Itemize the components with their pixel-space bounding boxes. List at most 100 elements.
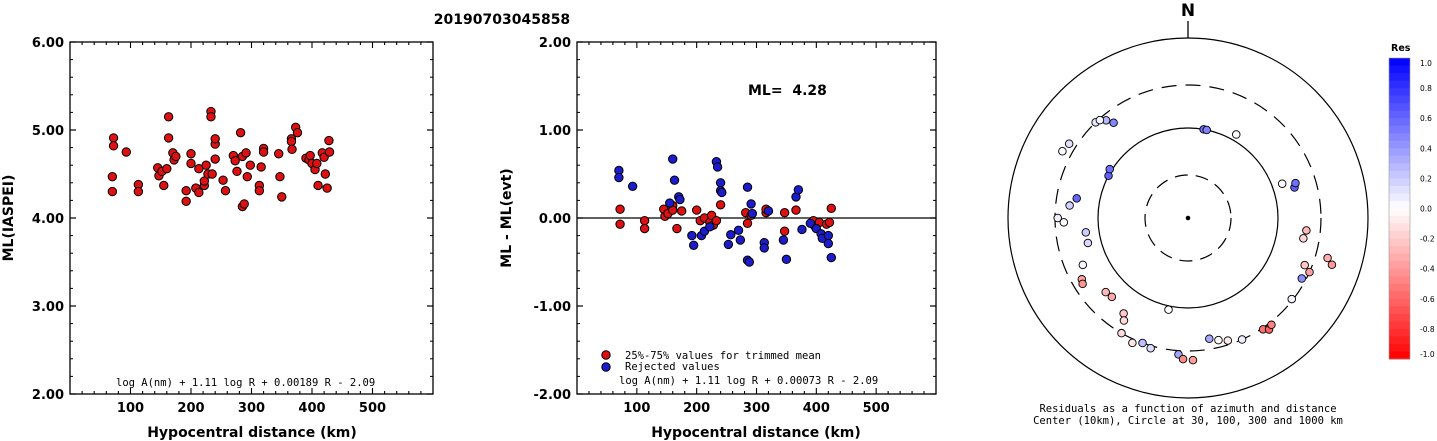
y-axis-ticks: 2.00 3.00 4.00 5.00 6.00 — [32, 36, 433, 403]
y-tick-label: -1.00 — [534, 300, 571, 315]
colorbar-segment — [1389, 95, 1410, 104]
colorbar-label: 0.8 — [1420, 84, 1432, 93]
data-point — [779, 208, 790, 218]
station-marker — [1146, 344, 1155, 353]
data-point — [108, 133, 119, 143]
colorbar-segment — [1389, 133, 1410, 142]
x-axis-label: Hypocentral distance (km) — [651, 425, 861, 441]
colorbar-segment — [1389, 178, 1410, 187]
colorbar-label: -0.6 — [1420, 295, 1435, 304]
y-tick-label: 2.00 — [539, 36, 571, 51]
formula-text: log A(nm) + 1.11 log R + 0.00189 R - 2.0… — [116, 377, 375, 389]
data-point — [615, 204, 625, 214]
station-marker — [1053, 213, 1062, 223]
station-marker — [1058, 146, 1067, 156]
data-point — [254, 186, 265, 196]
caption-line-2: Center (10km), Circle at 30, 100, 300 an… — [1033, 415, 1343, 427]
data-point — [207, 169, 217, 179]
data-point — [735, 235, 746, 245]
y-tick-label: 2.00 — [32, 388, 64, 403]
data-points — [614, 154, 836, 267]
data-point — [668, 154, 678, 164]
colorbar-segment — [1389, 103, 1410, 112]
station-marker — [1072, 194, 1081, 203]
colorbar-segment — [1389, 80, 1410, 89]
data-point — [639, 215, 650, 226]
colorbar-title: Res — [1391, 43, 1411, 54]
y-tick-label: 0.00 — [539, 212, 571, 227]
station-marker — [1065, 201, 1074, 210]
data-point — [206, 112, 216, 122]
data-point — [121, 147, 131, 157]
legend-label-rejected: Rejected values — [625, 361, 720, 373]
station-marker — [1105, 164, 1114, 174]
data-point — [239, 199, 249, 209]
data-point — [763, 206, 774, 216]
colorbar-labels: 1.0 0.8 0.6 0.4 0.2 0.0 -0.2 -0.4 -0.6 -0.8 -1.0 — [1420, 59, 1435, 359]
data-point — [230, 156, 240, 166]
data-point — [277, 192, 287, 202]
x-tick-label: 200 — [177, 401, 204, 416]
x-tick-label: 300 — [743, 401, 770, 416]
data-point — [220, 186, 231, 196]
data-point — [232, 166, 242, 177]
data-point — [691, 205, 702, 215]
colorbar-segment — [1389, 351, 1410, 360]
data-point — [107, 171, 118, 182]
station-marker — [1081, 228, 1091, 237]
data-point — [305, 150, 315, 161]
y-tick-label: 5.00 — [32, 124, 64, 139]
data-point — [218, 175, 228, 185]
station-marker — [1300, 260, 1309, 270]
station-marker — [1305, 267, 1314, 277]
data-point — [133, 186, 144, 197]
colorbar-segment — [1389, 238, 1410, 247]
station-marker — [1064, 139, 1074, 148]
station-marker — [1117, 328, 1126, 338]
data-point — [715, 200, 726, 210]
data-point — [779, 226, 790, 236]
colorbar-segment — [1389, 140, 1410, 149]
colorbar-segment — [1389, 65, 1410, 74]
data-point — [805, 218, 816, 228]
data-point — [826, 203, 836, 214]
colorbar-segment — [1389, 298, 1410, 307]
y-axis-label: ML - ML(evt) — [499, 168, 515, 267]
colorbar-segment — [1389, 208, 1410, 217]
data-point — [823, 230, 833, 241]
colorbar-gradient — [1389, 58, 1410, 360]
data-point — [324, 135, 334, 146]
station-marker — [1223, 336, 1233, 345]
colorbar-label: -0.2 — [1420, 235, 1435, 244]
colorbar-segment — [1389, 125, 1410, 134]
colorbar-segment — [1389, 328, 1410, 337]
data-point — [793, 185, 804, 195]
colorbar-segment — [1389, 148, 1410, 157]
colorbar-segment — [1389, 231, 1410, 240]
x-tick-label: 200 — [683, 401, 710, 416]
ring-30km — [1144, 174, 1232, 262]
data-point — [723, 239, 734, 250]
station-marker — [1078, 279, 1087, 289]
station-marker — [1164, 305, 1173, 314]
x-tick-label: 400 — [298, 401, 325, 416]
formula-text: log A(nm) + 1.11 log R + 0.00073 R - 2.0… — [619, 375, 878, 387]
data-point — [687, 230, 697, 241]
x-axis-ticks: 100 200 300 400 500 — [588, 42, 925, 416]
colorbar-segment — [1389, 223, 1410, 232]
data-point — [726, 230, 736, 240]
data-point — [711, 215, 722, 226]
colorbar-label: 0.0 — [1420, 205, 1432, 214]
data-point — [324, 147, 335, 157]
data-point — [287, 144, 297, 155]
data-point — [675, 194, 685, 205]
legend: 25%-75% values for trimmed mean Rejected… — [601, 350, 821, 373]
data-point — [627, 181, 638, 192]
x-tick-label: 300 — [238, 401, 265, 416]
data-point — [781, 254, 792, 265]
station-marker — [1095, 115, 1105, 125]
x-axis-ticks: 100 200 300 400 500 — [81, 42, 422, 416]
colorbar-segment — [1389, 336, 1410, 345]
colorbar-segment — [1389, 170, 1410, 179]
data-point — [181, 186, 191, 196]
